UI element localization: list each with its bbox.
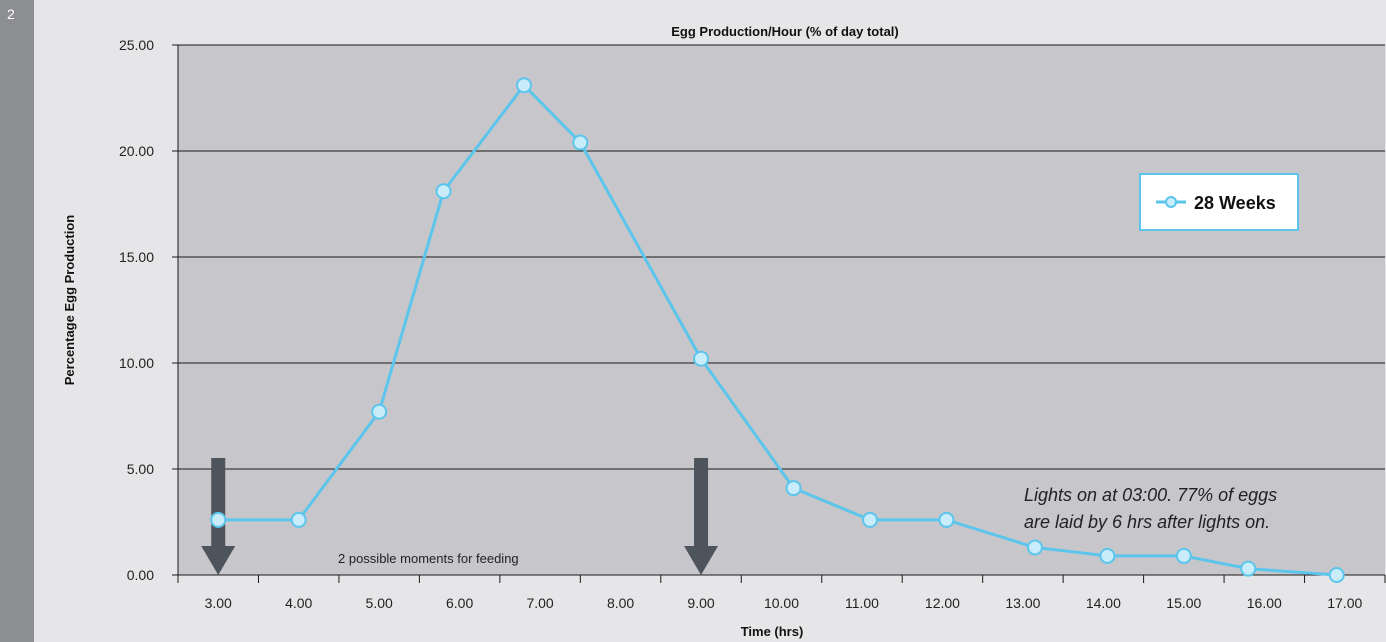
data-point (210, 511, 227, 528)
page-number: 2 (7, 6, 15, 22)
legend-label: 28 Weeks (1194, 193, 1276, 213)
plot-area (178, 45, 1385, 575)
data-point (1328, 567, 1345, 583)
x-axis-ticks: 3.00 4.00 5.00 6.00 7.00 8.00 9.00 10.00 11.00 12… (177, 575, 1386, 611)
y-axis-ticks: 0.00 5.00 10.00 15.00 20.00 25.00 (119, 37, 178, 583)
gridlines (177, 44, 1385, 576)
page-sidebar: 2 (0, 0, 34, 642)
y-tick-label: 20.00 (119, 143, 154, 159)
x-tick-label: 9.00 (687, 595, 714, 611)
data-point (1099, 547, 1116, 564)
x-tick-label: 17.00 (1327, 595, 1362, 611)
x-tick-label: 14.00 (1086, 595, 1121, 611)
feeding-arrow-shaft (694, 458, 709, 546)
x-tick-label: 7.00 (526, 595, 553, 611)
data-point (1175, 547, 1192, 564)
x-tick-label: 3.00 (205, 595, 232, 611)
data-point (693, 350, 710, 367)
x-tick-label: 13.00 (1005, 595, 1040, 611)
y-tick-label: 5.00 (127, 461, 154, 477)
feeding-arrow-shaft (211, 458, 226, 546)
x-tick-label: 5.00 (366, 595, 393, 611)
x-tick-label: 10.00 (764, 595, 799, 611)
data-point (862, 511, 879, 528)
lights-annotation-line1: Lights on at 03:00. 77% of eggs (1024, 485, 1277, 505)
chart-title: Egg Production/Hour (% of day total) (671, 24, 899, 39)
x-tick-label: 16.00 (1247, 595, 1282, 611)
x-tick-label: 8.00 (607, 595, 634, 611)
data-point (572, 134, 589, 151)
x-tick-label: 4.00 (285, 595, 312, 611)
data-point (785, 480, 802, 497)
x-tick-label: 6.00 (446, 595, 473, 611)
x-tick-label: 11.00 (845, 595, 879, 611)
data-point (516, 77, 533, 94)
data-point (371, 403, 388, 420)
feeding-annotation: 2 possible moments for feeding (338, 551, 519, 566)
data-point (1026, 539, 1043, 556)
y-tick-label: 10.00 (119, 355, 154, 371)
y-tick-label: 0.00 (127, 567, 154, 583)
data-point (1240, 560, 1257, 577)
data-point (938, 511, 955, 528)
x-tick-label: 15.00 (1166, 595, 1201, 611)
data-point (290, 511, 307, 528)
feeding-arrow-head (201, 546, 236, 575)
lights-annotation-line2: are laid by 6 hrs after lights on. (1024, 512, 1270, 532)
legend-marker (1165, 196, 1177, 208)
x-axis-label: Time (hrs) (741, 624, 804, 639)
x-tick-label: 12.00 (925, 595, 960, 611)
series-layer (210, 77, 1345, 583)
feeding-arrow-head (684, 546, 719, 575)
y-axis-label: Percentage Egg Production (62, 215, 77, 386)
legend: 28 Weeks (1139, 173, 1299, 231)
y-tick-label: 25.00 (119, 37, 154, 53)
data-point (435, 183, 452, 200)
y-tick-label: 15.00 (119, 249, 154, 265)
